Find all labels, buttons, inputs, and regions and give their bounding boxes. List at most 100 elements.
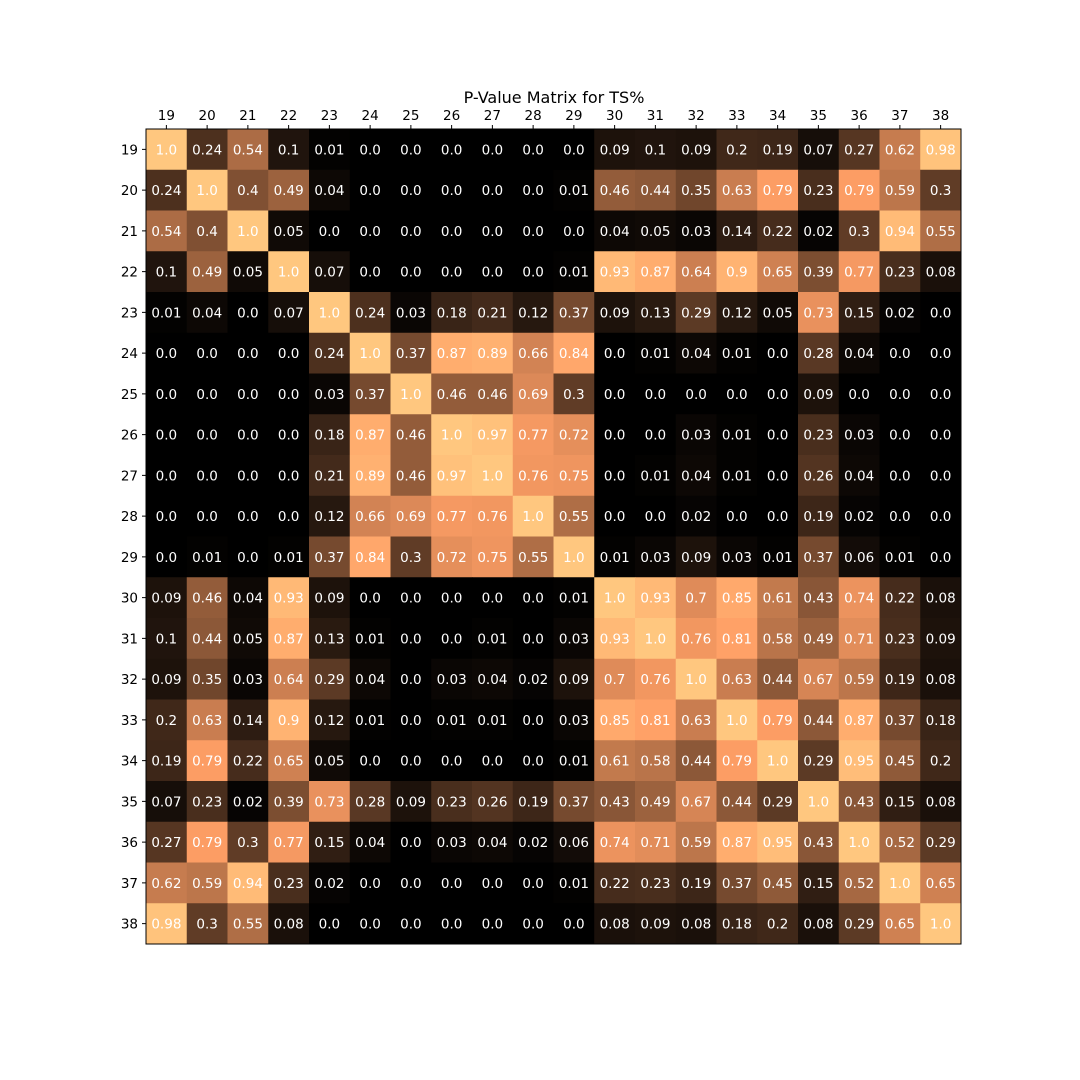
cell-value-label: 0.55 <box>233 917 263 933</box>
heatmap-cell-27-32 <box>675 455 717 497</box>
cell-value-label: 0.0 <box>156 509 177 525</box>
heatmap-cell-19-27 <box>472 129 514 171</box>
heatmap-cell-23-31 <box>635 292 677 334</box>
heatmap-cell-19-37 <box>879 129 921 171</box>
heatmap-cell-31-24 <box>349 618 391 660</box>
heatmap-cell-21-36 <box>838 210 880 252</box>
cell-value-label: 0.03 <box>559 713 589 729</box>
heatmap-cell-22-31 <box>635 251 677 293</box>
heatmap-cell-32-24 <box>349 658 391 700</box>
cell-value-label: 0.43 <box>844 794 874 810</box>
cell-value-label: 0.0 <box>400 754 421 770</box>
cell-value-label: 0.0 <box>156 550 177 566</box>
heatmap-cell-32-21 <box>227 658 269 700</box>
heatmap-cell-26-38 <box>920 414 962 456</box>
cell-value-label: 0.52 <box>885 835 915 851</box>
cell-value-label: 1.0 <box>767 754 788 770</box>
cell-value-label: 0.27 <box>151 835 181 851</box>
heatmap-cell-26-24 <box>349 414 391 456</box>
heatmap-cell-29-28 <box>512 536 554 578</box>
heatmap-cell-23-36 <box>838 292 880 334</box>
cell-value-label: 0.02 <box>518 672 548 688</box>
heatmap-cell-32-23 <box>309 658 351 700</box>
heatmap-cell-37-26 <box>431 862 473 904</box>
heatmap-cell-29-34 <box>757 536 799 578</box>
cell-value-label: 0.65 <box>926 876 956 892</box>
heatmap-cell-28-36 <box>838 495 880 537</box>
x-tick-label: 34 <box>769 108 786 124</box>
heatmap-cell-19-32 <box>675 129 717 171</box>
cell-value-label: 0.06 <box>559 835 589 851</box>
cell-value-label: 0.77 <box>844 265 874 281</box>
heatmap-cell-35-23 <box>309 781 351 823</box>
cell-value-label: 0.79 <box>844 183 874 199</box>
heatmap-cell-28-31 <box>635 495 677 537</box>
cell-value-label: 0.74 <box>844 591 874 607</box>
cell-value-label: 0.0 <box>196 468 217 484</box>
cell-value-label: 0.0 <box>563 142 584 158</box>
heatmap-cell-36-36 <box>838 821 880 863</box>
cell-value-label: 0.0 <box>563 224 584 240</box>
heatmap-cell-22-26 <box>431 251 473 293</box>
cell-value-label: 0.22 <box>233 754 263 770</box>
heatmap-cell-33-25 <box>390 699 432 741</box>
cell-value-label: 0.0 <box>645 387 666 403</box>
heatmap-cell-27-21 <box>227 455 269 497</box>
heatmap-cell-36-21 <box>227 821 269 863</box>
cell-value-label: 0.23 <box>885 265 915 281</box>
cell-value-label: 0.0 <box>645 428 666 444</box>
heatmap-cell-32-31 <box>635 658 677 700</box>
heatmap-cell-21-24 <box>349 210 391 252</box>
cell-value-label: 0.0 <box>522 591 543 607</box>
cell-value-label: 0.0 <box>604 346 625 362</box>
cell-value-label: 0.23 <box>885 631 915 647</box>
heatmap-cell-23-23 <box>309 292 351 334</box>
heatmap-cell-31-28 <box>512 618 554 660</box>
heatmap-cell-26-26 <box>431 414 473 456</box>
heatmap-cell-34-20 <box>186 740 228 782</box>
cell-value-label: 0.01 <box>355 631 385 647</box>
cell-value-label: 0.79 <box>763 713 793 729</box>
cell-value-label: 0.0 <box>482 183 503 199</box>
heatmap-cell-19-25 <box>390 129 432 171</box>
cell-value-label: 0.79 <box>722 754 752 770</box>
heatmap-cell-28-21 <box>227 495 269 537</box>
x-tick-label: 26 <box>443 108 460 124</box>
heatmap-cell-31-31 <box>635 618 677 660</box>
cell-value-label: 0.66 <box>518 346 548 362</box>
heatmap-cell-30-28 <box>512 577 554 619</box>
heatmap-cell-31-35 <box>798 618 840 660</box>
heatmap-cell-29-24 <box>349 536 391 578</box>
cell-value-label: 1.0 <box>237 224 258 240</box>
cell-value-label: 0.02 <box>233 794 263 810</box>
y-axis-ticks: 19 20 21 22 23 24 25 26 27 28 29 30 31 32 33 34 35 36 37 38 <box>121 142 146 933</box>
cell-value-label: 0.29 <box>803 754 833 770</box>
cell-value-label: 0.0 <box>604 468 625 484</box>
cell-value-label: 0.54 <box>233 142 263 158</box>
cell-value-label: 0.85 <box>600 713 630 729</box>
cell-value-label: 0.74 <box>600 835 630 851</box>
y-tick-label: 37 <box>121 876 138 892</box>
cell-value-label: 1.0 <box>563 550 584 566</box>
cell-value-label: 0.93 <box>640 591 670 607</box>
heatmap-cell-26-31 <box>635 414 677 456</box>
heatmap-cell-22-38 <box>920 251 962 293</box>
heatmap-cell-36-20 <box>186 821 228 863</box>
heatmap-cell-35-30 <box>594 781 636 823</box>
cell-value-label: 0.0 <box>359 591 380 607</box>
y-tick-label: 38 <box>121 917 138 933</box>
x-tick-label: 35 <box>810 108 827 124</box>
heatmap-cell-20-38 <box>920 169 962 211</box>
cell-value-label: 0.27 <box>844 142 874 158</box>
cell-value-label: 0.0 <box>441 754 462 770</box>
cell-value-label: 0.18 <box>314 428 344 444</box>
heatmap-cell-24-28 <box>512 332 554 374</box>
heatmap-cell-24-27 <box>472 332 514 374</box>
heatmap-cell-32-28 <box>512 658 554 700</box>
cell-value-label: 0.03 <box>559 631 589 647</box>
heatmap-cell-38-20 <box>186 903 228 945</box>
cell-value-label: 0.0 <box>196 387 217 403</box>
cell-value-label: 0.18 <box>437 305 467 321</box>
heatmap-cell-36-34 <box>757 821 799 863</box>
cell-value-label: 0.05 <box>640 224 670 240</box>
